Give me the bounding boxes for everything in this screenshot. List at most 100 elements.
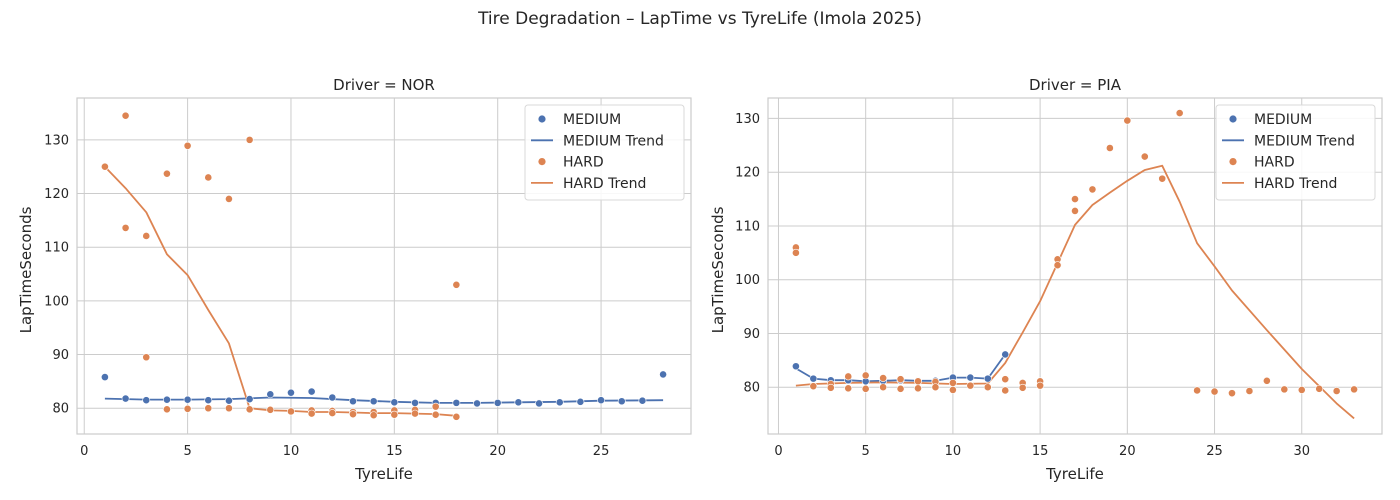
point-hard (390, 410, 399, 419)
point-medium (535, 399, 543, 408)
point-medium (369, 397, 378, 406)
point-hard (948, 386, 957, 394)
point-hard (287, 407, 295, 416)
point-medium (307, 387, 316, 396)
point-medium (349, 397, 357, 406)
point-hard (163, 169, 171, 178)
legend-label: MEDIUM (1254, 112, 1312, 128)
x-tick-label: 5 (862, 444, 870, 459)
point-hard (1071, 195, 1079, 203)
point-hard (948, 379, 957, 387)
point-hard (914, 384, 922, 393)
point-hard (1018, 383, 1027, 392)
point-medium (390, 398, 399, 407)
point-hard (431, 402, 440, 411)
point-hard (879, 374, 888, 382)
point-medium (792, 362, 800, 371)
y-tick-label: 90 (52, 348, 69, 363)
panel-title: Driver = NOR (333, 76, 435, 94)
point-medium (809, 374, 818, 383)
x-tick-label: 10 (945, 444, 962, 459)
point-hard (121, 223, 130, 232)
legend-label: MEDIUM Trend (1254, 133, 1355, 149)
y-tick-label: 110 (735, 219, 760, 234)
legend-item: HARD (538, 155, 604, 171)
legend-label: MEDIUM (563, 112, 621, 128)
legend-label: HARD (563, 155, 604, 171)
point-medium (287, 388, 295, 397)
x-tick-label: 5 (183, 444, 191, 459)
point-hard (183, 404, 192, 413)
point-hard (983, 383, 992, 392)
point-hard (266, 405, 275, 414)
point-hard (1228, 389, 1236, 398)
y-tick-label: 120 (44, 187, 69, 202)
plot-frame (767, 97, 1383, 435)
point-hard (121, 111, 130, 120)
point-hard (896, 375, 905, 384)
x-tick-label: 0 (774, 444, 782, 459)
y-tick-label: 80 (52, 402, 69, 417)
point-hard (1001, 375, 1010, 384)
legend-item: HARD Trend (1222, 176, 1337, 192)
y-tick-label: 80 (743, 381, 760, 396)
point-medium (493, 398, 502, 407)
point-hard (861, 371, 870, 380)
x-tick-label: 15 (386, 444, 403, 459)
point-medium (163, 395, 171, 404)
point-hard (142, 232, 151, 240)
point-medium (328, 393, 337, 402)
legend-marker-swatch (1229, 115, 1237, 123)
x-tick-label: 0 (80, 444, 88, 459)
point-hard (931, 383, 940, 392)
y-axis-label: LapTimeSeconds (709, 206, 727, 333)
legend-label: HARD (1254, 155, 1295, 171)
y-axis-label: LapTimeSeconds (17, 206, 35, 333)
point-hard (1175, 109, 1184, 117)
figure-suptitle: Tire Degradation – LapTime vs TyreLife (… (477, 9, 922, 29)
point-medium (514, 398, 523, 407)
point-hard (431, 410, 440, 419)
point-hard (879, 383, 888, 392)
x-tick-label: 10 (283, 444, 300, 459)
panel-pia: Driver = PIA TyreLife LapTimeSeconds 0 5 1… (709, 76, 1383, 483)
point-hard (245, 135, 254, 144)
legend-item: MEDIUM (538, 112, 621, 128)
panel-title: Driver = PIA (1029, 76, 1122, 94)
panel-nor: Driver = NOR TyreLife LapTimeSeconds 0 5 1… (17, 76, 692, 483)
legend-label: HARD Trend (563, 176, 646, 192)
point-hard (163, 405, 171, 414)
y-tick-label: 130 (735, 112, 760, 127)
point-medium (1001, 350, 1010, 359)
point-hard (1053, 261, 1062, 270)
y-tick-label: 100 (44, 294, 69, 309)
legend-item: MEDIUM (1229, 112, 1312, 128)
x-axis-label: TyreLife (354, 465, 413, 483)
legend-marker-swatch (1229, 158, 1237, 166)
point-medium (617, 397, 626, 406)
y-tick-label: 130 (44, 133, 69, 148)
x-axis-label: TyreLife (1045, 465, 1104, 483)
point-hard (1245, 387, 1254, 395)
point-hard (1332, 387, 1341, 395)
point-medium (638, 396, 647, 405)
point-hard (861, 384, 870, 393)
point-hard (204, 173, 213, 182)
point-hard (245, 405, 254, 414)
point-medium (411, 398, 419, 407)
point-hard (142, 353, 151, 362)
point-hard (1105, 144, 1114, 152)
point-hard (1350, 385, 1358, 394)
point-hard (1036, 381, 1045, 390)
legend-box (1215, 104, 1376, 201)
point-hard (204, 404, 213, 413)
point-medium (245, 395, 254, 404)
point-hard (1071, 206, 1079, 215)
point-hard (844, 372, 853, 381)
point-medium (266, 390, 275, 399)
point-hard (411, 409, 419, 418)
legend-marker-swatch (538, 158, 546, 166)
point-hard (1262, 376, 1271, 385)
x-tick-label: 25 (1206, 444, 1223, 459)
